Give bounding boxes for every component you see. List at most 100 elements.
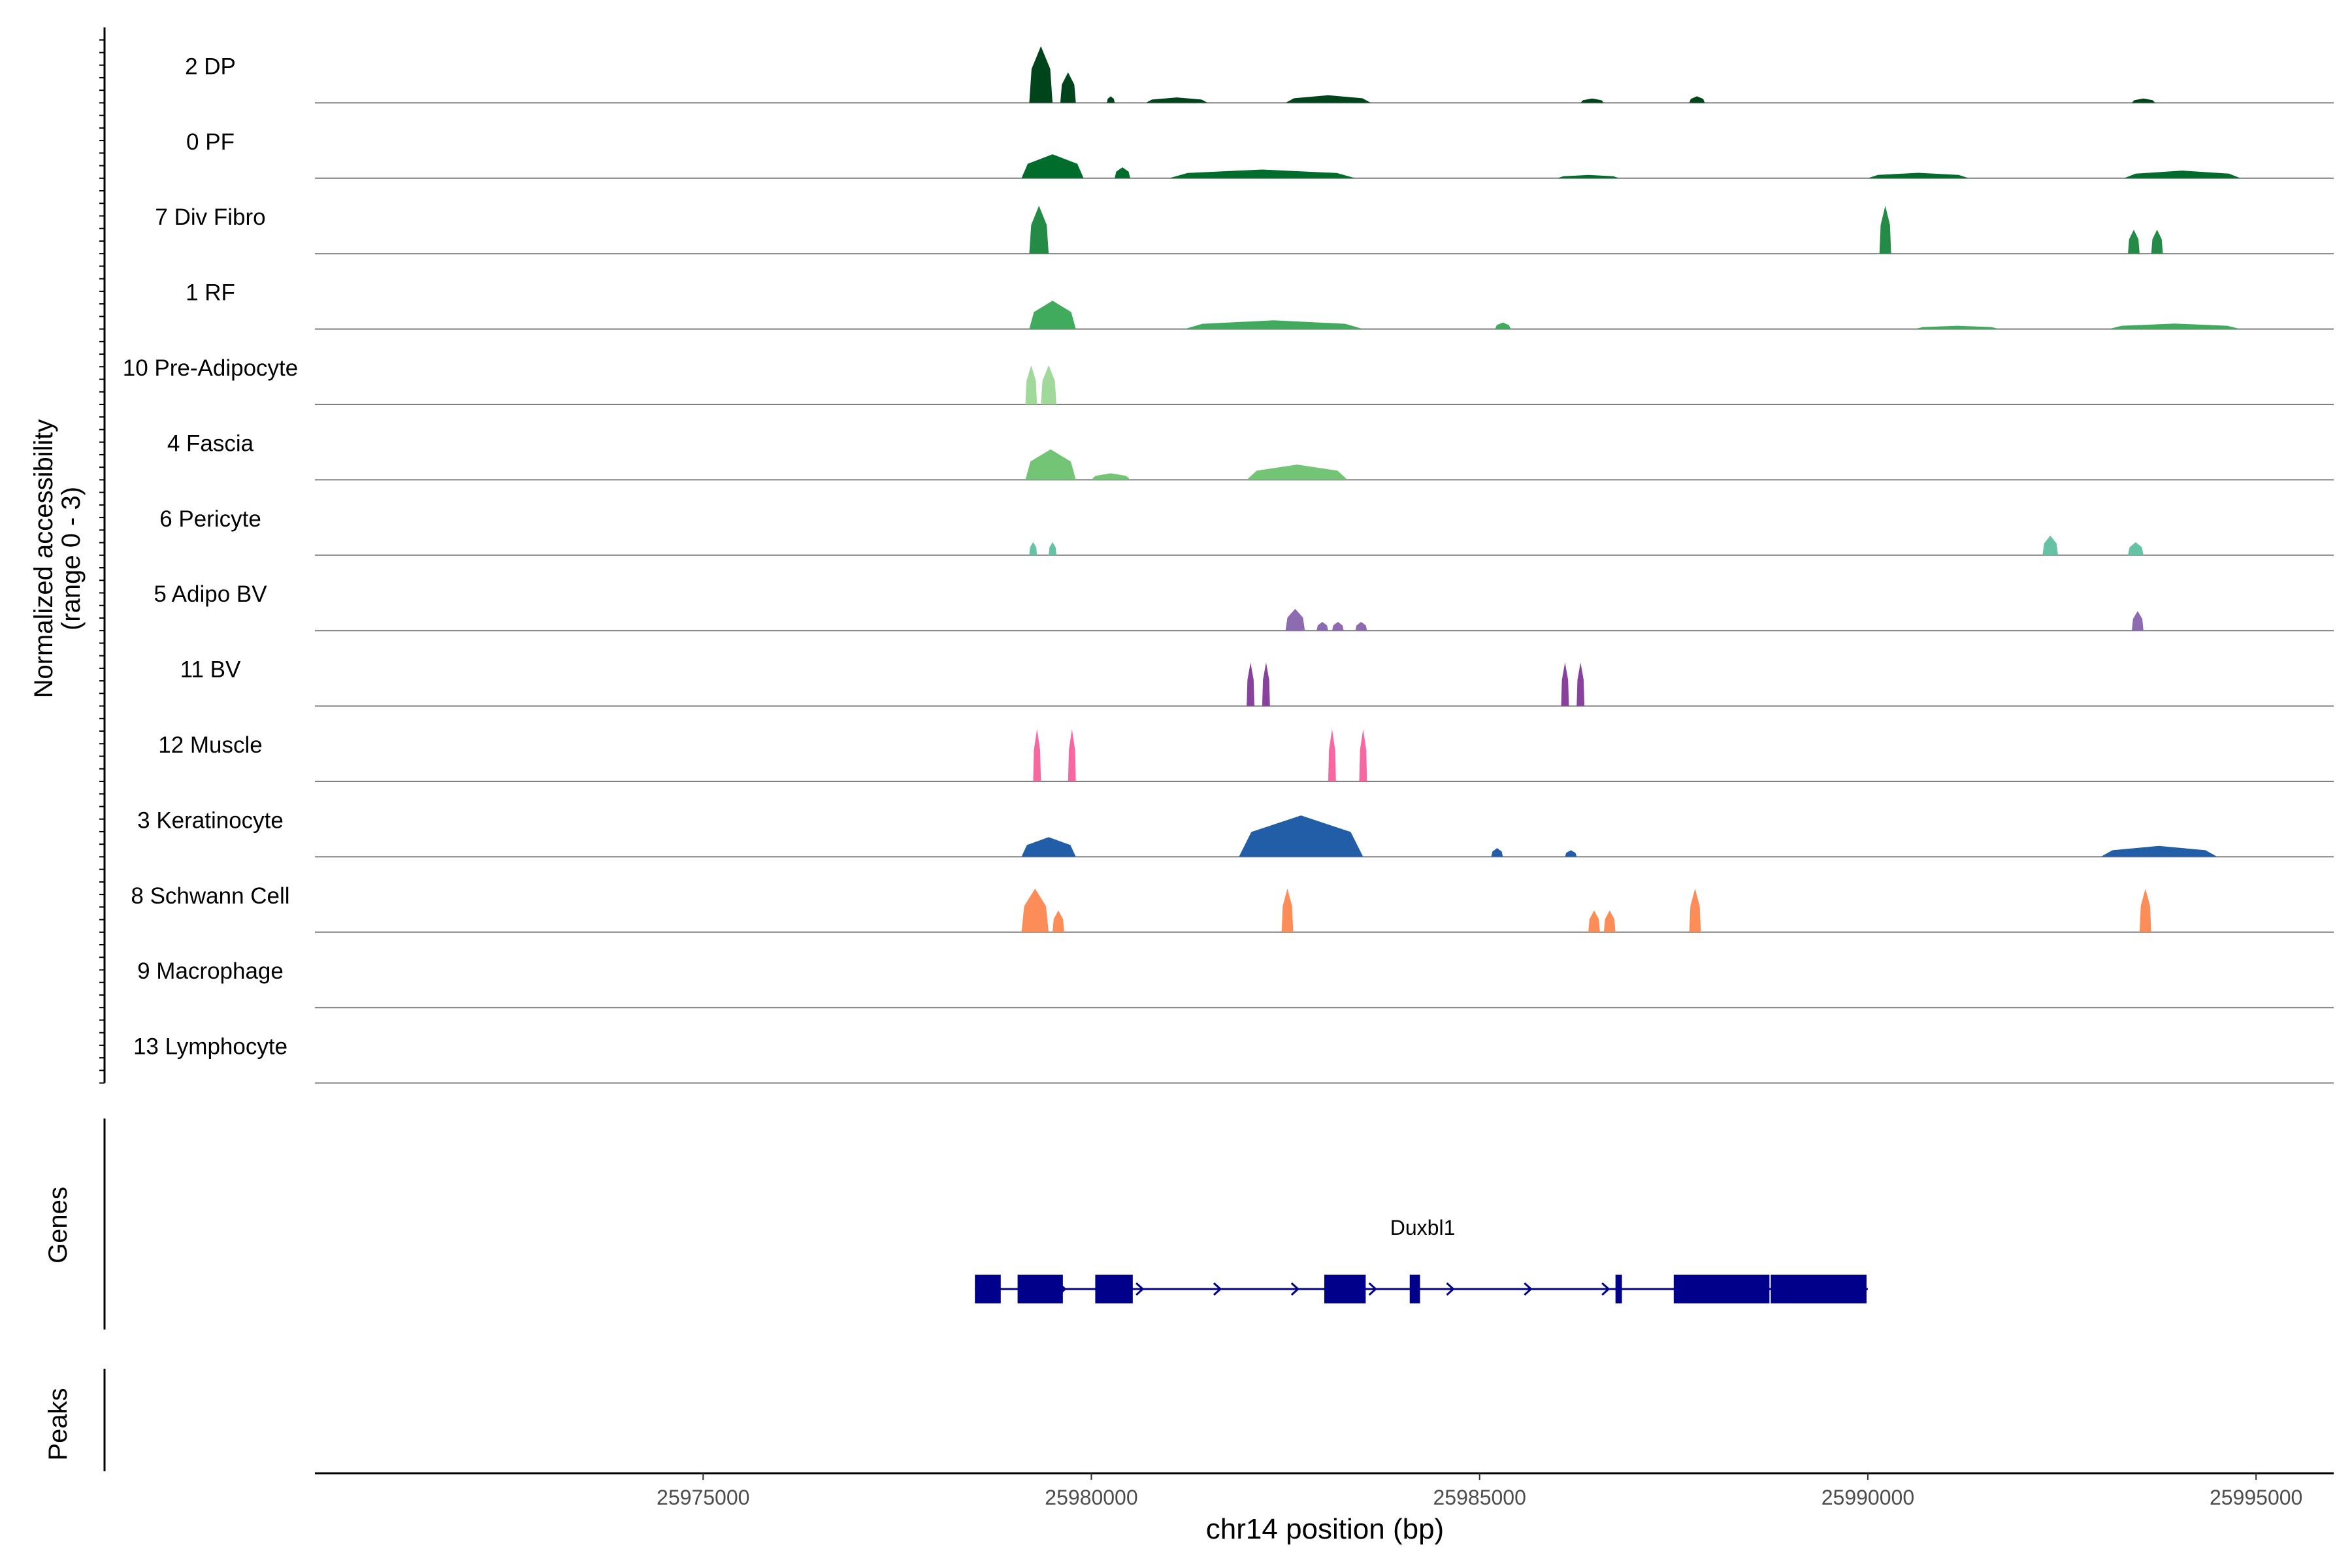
coverage-peak: [1041, 365, 1056, 404]
coverage-peak: [2128, 229, 2140, 254]
x-axis-label: chr14 position (bp): [1206, 1513, 1444, 1545]
coverage-peak: [1580, 98, 1604, 103]
coverage-peak: [1049, 542, 1056, 555]
track-label: 12 Muscle: [158, 732, 263, 758]
gene-exon: [1095, 1275, 1133, 1303]
track-label: 10 Pre-Adipocyte: [123, 355, 298, 381]
coverage-peak: [2124, 171, 2241, 178]
coverage-peak: [1914, 325, 2000, 329]
track-label: 3 Keratinocyte: [137, 808, 284, 833]
y-axis-label-line1: Normalized accessibility: [29, 419, 58, 698]
track-3-keratinocyte: 3 Keratinocyte: [137, 808, 2334, 858]
coverage-peak: [1281, 889, 1294, 932]
genes-label: Genes: [44, 1186, 73, 1264]
gene-annotation-track: Duxbl1: [103, 1119, 1868, 1471]
gene-name-label: Duxbl1: [1390, 1216, 1456, 1239]
track-12-muscle: 12 Muscle: [158, 729, 2334, 782]
track-4-fascia: 4 Fascia: [167, 431, 2334, 481]
x-tick-label: 25980000: [1045, 1486, 1137, 1509]
coverage-peak: [1145, 97, 1208, 103]
y-axis-label-line2: (range 0 - 3): [57, 487, 86, 630]
coverage-peak: [1689, 96, 1705, 103]
gene-exon: [1017, 1275, 1063, 1303]
strand-arrow: [1368, 1282, 1377, 1296]
track-7-div-fibro: 7 Div Fibro: [155, 204, 2334, 255]
coverage-peak: [1316, 621, 1328, 631]
coverage-peak: [1247, 662, 1255, 706]
coverage-peak: [1561, 662, 1569, 706]
coverage-peak: [2108, 323, 2241, 329]
gene-exon: [1409, 1275, 1420, 1303]
coverage-peak: [1068, 729, 1076, 781]
coverage-peak: [1491, 848, 1503, 857]
coverage-peak: [1328, 729, 1336, 781]
coverage-peak: [1060, 72, 1076, 103]
track-2-dp: 2 DP: [185, 46, 2334, 104]
coverage-peak: [1021, 837, 1076, 857]
coverage-peak: [2042, 535, 2059, 555]
coverage-tracks: 2 DP 0 PF 7 Div Fibro 1 RF 10 Pre-Adipocyte 4…: [99, 27, 2334, 1084]
coverage-peak: [1053, 910, 1064, 932]
track-10-pre-adipocyte: 10 Pre-Adipocyte: [123, 355, 2334, 405]
track-label: 7 Div Fibro: [155, 204, 265, 230]
coverage-peak: [1184, 320, 1364, 329]
coverage-peak: [1091, 473, 1130, 480]
coverage-peak: [1576, 662, 1585, 706]
track-label: 13 Lymphocyte: [133, 1034, 287, 1060]
track-label: 2 DP: [185, 54, 236, 79]
coverage-peak: [1689, 889, 1701, 932]
x-axis: 25975000 25980000 25985000 25990000 25995000: [315, 1472, 2334, 1509]
coverage-peak: [2132, 611, 2144, 631]
coverage-peak: [1867, 172, 1969, 178]
track-8-schwann-cell: 8 Schwann Cell: [131, 883, 2334, 933]
gene-exon: [1771, 1275, 1867, 1303]
strand-arrow: [1524, 1282, 1533, 1296]
coverage-peak: [2132, 98, 2155, 103]
x-tick-label: 25990000: [1821, 1486, 1914, 1509]
strand-arrow: [1135, 1282, 1145, 1296]
coverage-peak: [1021, 889, 1049, 932]
coverage-peak: [1247, 465, 1348, 480]
gene-exon: [1673, 1275, 1770, 1303]
coverage-peak: [1169, 169, 1356, 178]
coverage-peak: [2139, 889, 2151, 932]
track-6-pericyte: 6 Pericyte: [159, 506, 2334, 556]
coverage-peak: [1021, 154, 1084, 178]
track-label: 9 Macrophage: [137, 958, 284, 984]
coverage-peak: [1029, 46, 1053, 103]
coverage-peak: [1025, 365, 1037, 404]
track-0-pf: 0 PF: [186, 129, 2334, 179]
track-label: 6 Pericyte: [159, 506, 261, 532]
coverage-peak: [1495, 322, 1511, 329]
coverage-peak: [1355, 621, 1367, 631]
coverage-peak: [1359, 729, 1367, 781]
coverage-peak: [2128, 542, 2144, 555]
coverage-peak: [1033, 729, 1041, 781]
coverage-peak: [1029, 301, 1076, 329]
track-11-bv: 11 BV: [180, 657, 2334, 707]
coverage-peak: [1029, 542, 1037, 555]
gene-exon: [975, 1275, 1001, 1303]
coverage-peak: [1107, 96, 1115, 103]
coverage-peak: [1331, 621, 1344, 631]
track-9-macrophage: 9 Macrophage: [137, 958, 2334, 1009]
coverage-peak: [1285, 608, 1305, 631]
peaks-label: Peaks: [44, 1388, 73, 1460]
coverage-peak: [2100, 845, 2217, 857]
track-label: 8 Schwann Cell: [131, 883, 289, 909]
strand-arrow: [1446, 1282, 1455, 1296]
coverage-peak: [1285, 95, 1371, 103]
track-1-rf: 1 RF: [186, 280, 2334, 330]
track-label: 11 BV: [180, 657, 241, 683]
coverage-peak: [1239, 815, 1364, 857]
track-label: 1 RF: [186, 280, 235, 306]
x-tick-label: 25995000: [2210, 1486, 2302, 1509]
gene-exon: [1615, 1275, 1622, 1303]
coverage-peak: [1588, 910, 1600, 932]
coverage-peak: [1557, 174, 1620, 178]
x-tick-label: 25975000: [657, 1486, 749, 1509]
coverage-peak: [1029, 205, 1049, 254]
coverage-peak: [1879, 205, 1891, 254]
coverage-peak: [1025, 449, 1076, 480]
